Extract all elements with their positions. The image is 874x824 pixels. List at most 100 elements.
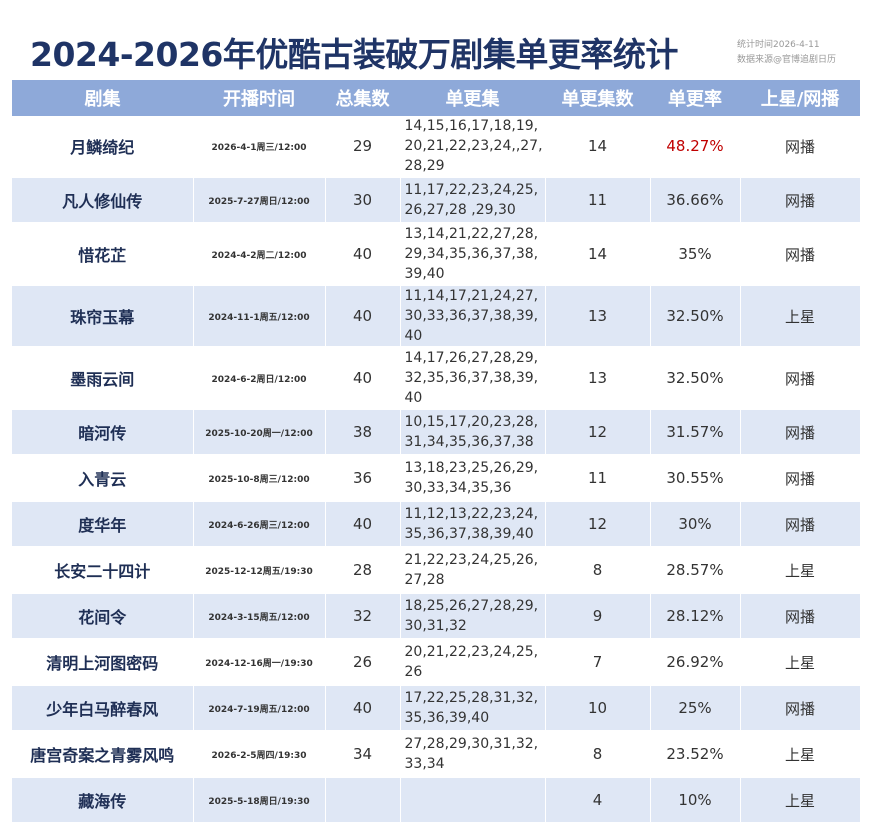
header-row: 剧集 开播时间 总集数 单更集 单更集数 单更率 上星/网播 xyxy=(12,80,860,116)
cell: 上星 xyxy=(740,731,861,778)
cell: 30 xyxy=(325,177,401,224)
cell: 20,21,22,23,24,25,26 xyxy=(400,639,546,686)
cell: 28 xyxy=(325,547,401,594)
cell: 2025-10-20周一/12:00 xyxy=(193,409,326,456)
cell: 38 xyxy=(325,409,401,456)
table-row: 暗河传 2025-10-20周一/12:00 38 10,15,17,20,23,28… xyxy=(12,409,861,456)
cell xyxy=(400,777,546,824)
table-row: 唐宫奇案之青雾风鸣 2026-2-5周四/19:30 34 27,28,29,30,3… xyxy=(12,731,861,778)
column-header: 开播时间 xyxy=(193,80,325,116)
cell: 上星 xyxy=(740,777,861,824)
cell: 2024-12-16周一/19:30 xyxy=(193,639,326,686)
table-row: 凡人修仙传 2025-7-27周日/12:00 30 11,17,22,23,24,2… xyxy=(12,177,861,224)
cell: 32.50% xyxy=(650,347,741,410)
cell: 23.52% xyxy=(650,731,741,778)
cell: 4 xyxy=(545,777,651,824)
table-row: 墨雨云间 2024-6-2周日/12:00 40 14,17,26,27,28,29,… xyxy=(12,347,861,410)
cell: 13 xyxy=(545,285,651,348)
note: 统计时间2026-4-11 xyxy=(737,40,820,50)
cell: 35% xyxy=(650,223,741,286)
cell: 2025-7-27周日/12:00 xyxy=(193,177,326,224)
cell: 26.92% xyxy=(650,639,741,686)
column-header: 单更集数 xyxy=(545,80,650,116)
cell: 13,18,23,25,26,29,30,33,34,35,36 xyxy=(400,455,546,502)
cell: 25% xyxy=(650,685,741,732)
cell: 珠帘玉幕 xyxy=(12,285,194,348)
cell: 28.12% xyxy=(650,593,741,640)
cell: 17,22,25,28,31,32,35,36,39,40 xyxy=(400,685,546,732)
cell: 凡人修仙传 xyxy=(12,177,194,224)
cell: 12 xyxy=(545,501,651,548)
page: 2024-2026年优酷古装破万剧集单更率统计 统计时间2026-4-11 数据… xyxy=(12,35,861,824)
cell: 上星 xyxy=(740,547,861,594)
cell: 月鳞绮纪 xyxy=(12,116,194,178)
cell: 2024-11-1周五/12:00 xyxy=(193,285,326,348)
cell: 30.55% xyxy=(650,455,741,502)
cell: 13 xyxy=(545,347,651,410)
cell: 2024-3-15周五/12:00 xyxy=(193,593,326,640)
cell: 11 xyxy=(545,455,651,502)
table-row: 花间令 2024-3-15周五/12:00 32 18,25,26,27,28,29,… xyxy=(12,593,861,640)
cell: 暗河传 xyxy=(12,409,194,456)
cell: 34 xyxy=(325,731,401,778)
cell xyxy=(325,777,401,824)
cell: 墨雨云间 xyxy=(12,347,194,410)
column-header: 总集数 xyxy=(325,80,400,116)
cell: 上星 xyxy=(740,285,861,348)
cell: 36.66% xyxy=(650,177,741,224)
cell: 18,25,26,27,28,29,30,31,32 xyxy=(400,593,546,640)
cell: 8 xyxy=(545,731,651,778)
table: 剧集 开播时间 总集数 单更集 单更集数 单更率 上星/网播 月鳞绮纪 2026-4-1周三/… xyxy=(12,80,861,824)
cell: 网播 xyxy=(740,593,861,640)
cell: 29 xyxy=(325,116,401,178)
table-row: 入青云 2025-10-8周三/12:00 36 13,18,23,25,26,29,… xyxy=(12,455,861,502)
column-header: 上星/网播 xyxy=(740,80,860,116)
cell: 2024-6-2周日/12:00 xyxy=(193,347,326,410)
cell: 40 xyxy=(325,501,401,548)
cell: 30% xyxy=(650,501,741,548)
cell: 藏海传 xyxy=(12,777,194,824)
cell: 40 xyxy=(325,347,401,410)
table-row: 清明上河图密码 2024-12-16周一/19:30 26 20,21,22,23,2… xyxy=(12,639,861,686)
cell: 网播 xyxy=(740,116,861,178)
table-row: 珠帘玉幕 2024-11-1周五/12:00 40 11,14,17,21,24,27… xyxy=(12,285,861,348)
cell: 网播 xyxy=(740,501,861,548)
cell: 28.57% xyxy=(650,547,741,594)
cell: 40 xyxy=(325,223,401,286)
cell: 2026-4-1周三/12:00 xyxy=(193,116,326,178)
cell: 10,15,17,20,23,28,31,34,35,36,37,38 xyxy=(400,409,546,456)
cell: 唐宫奇案之青雾风鸣 xyxy=(12,731,194,778)
cell: 31.57% xyxy=(650,409,741,456)
table-row: 长安二十四计 2025-12-12周五/19:30 28 21,22,23,24,25… xyxy=(12,547,861,594)
cell: 2024-7-19周五/12:00 xyxy=(193,685,326,732)
table-row: 藏海传 2025-5-18周日/19:30 4 10% 上星 xyxy=(12,777,861,824)
cell: 2026-2-5周四/19:30 xyxy=(193,731,326,778)
note: 数据来源@官博追剧日历 xyxy=(737,55,837,65)
cell: 2024-4-2周二/12:00 xyxy=(193,223,326,286)
table-row: 惜花芷 2024-4-2周二/12:00 40 13,14,21,22,27,28,2… xyxy=(12,223,861,286)
column-header: 单更率 xyxy=(650,80,740,116)
column-header: 剧集 xyxy=(12,80,193,116)
cell: 11,12,13,22,23,24,35,36,37,38,39,40 xyxy=(400,501,546,548)
cell: 40 xyxy=(325,285,401,348)
cell: 网播 xyxy=(740,685,861,732)
cell: 48.27% xyxy=(650,116,741,178)
cell: 2025-10-8周三/12:00 xyxy=(193,455,326,502)
table-row: 度华年 2024-6-26周三/12:00 40 11,12,13,22,23,24,… xyxy=(12,501,861,548)
cell: 13,14,21,22,27,28,29,34,35,36,37,38,39,4… xyxy=(400,223,546,286)
cell: 8 xyxy=(545,547,651,594)
cell: 2025-5-18周日/19:30 xyxy=(193,777,326,824)
cell: 9 xyxy=(545,593,651,640)
cell: 7 xyxy=(545,639,651,686)
cell: 26 xyxy=(325,639,401,686)
cell: 14,17,26,27,28,29,32,35,36,37,38,39,40 xyxy=(400,347,546,410)
cell: 少年白马醉春风 xyxy=(12,685,194,732)
table-row: 少年白马醉春风 2024-7-19周五/12:00 40 17,22,25,28,31… xyxy=(12,685,861,732)
cell: 2025-12-12周五/19:30 xyxy=(193,547,326,594)
cell: 网播 xyxy=(740,347,861,410)
cell: 40 xyxy=(325,685,401,732)
cell: 11,14,17,21,24,27,30,33,36,37,38,39,40 xyxy=(400,285,546,348)
cell: 21,22,23,24,25,26,27,28 xyxy=(400,547,546,594)
cell: 36 xyxy=(325,455,401,502)
cell: 11 xyxy=(545,177,651,224)
